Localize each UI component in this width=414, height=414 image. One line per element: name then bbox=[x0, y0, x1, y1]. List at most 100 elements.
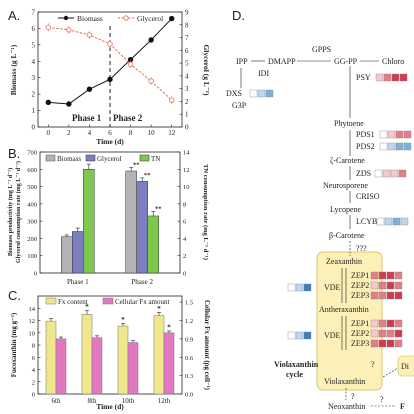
enzyme-lcyb: LCYB bbox=[356, 217, 377, 226]
node-ggpp: GG-PP bbox=[334, 57, 358, 66]
chart-a-y-tick-label: 2 bbox=[32, 91, 36, 99]
node-zeaxanthin: Zeaxanthin bbox=[326, 257, 362, 266]
chart-c-category-label: 6th bbox=[52, 397, 61, 405]
enzyme-dxs: DXS bbox=[226, 89, 242, 98]
chart-a-y-ticks: 0 1 2 3 4 5 6 7 bbox=[32, 9, 41, 132]
legend-c-fx-swatch bbox=[45, 297, 57, 305]
significance-marker: * bbox=[85, 303, 89, 311]
heatmap-zds bbox=[374, 169, 407, 178]
chart-a-phase1-label: Phase 1 bbox=[72, 113, 102, 123]
node-neurosporene: Neurosporene bbox=[323, 181, 368, 190]
heatmap-cell bbox=[394, 281, 403, 290]
chart-b-y-ticks-right: 0 2 4 6 8 10 12 14 bbox=[177, 150, 190, 278]
data-point-biomass bbox=[45, 99, 51, 106]
heatmap-cell bbox=[394, 271, 403, 280]
heatmap-cell bbox=[394, 319, 403, 328]
node-bcarotene: β-Carotene bbox=[329, 231, 365, 240]
chart-a-x-tick-label: 12 bbox=[168, 129, 176, 137]
chart-b-y-tick-label: 400 bbox=[27, 201, 37, 208]
heatmap-cell bbox=[295, 283, 304, 292]
chart-c-y-tick-label: 8 bbox=[32, 343, 35, 350]
heatmap-zep2-b bbox=[370, 329, 403, 338]
chart-b-y-tick-label-right: 6 bbox=[183, 219, 187, 226]
chart-c-category-label: 10th bbox=[122, 397, 135, 405]
heatmap-cell bbox=[395, 130, 404, 139]
chart-a-y-tick-label: 4 bbox=[32, 58, 36, 66]
chart-a-x-tick-label: 2 bbox=[67, 129, 71, 137]
enzyme-pds2: PDS2 bbox=[356, 142, 375, 151]
heatmap-cell bbox=[386, 291, 395, 300]
chart-a-y-tick-label-right: 7 bbox=[185, 34, 189, 42]
heatmap-zep1-b bbox=[370, 319, 403, 328]
bar-fx-content bbox=[153, 315, 165, 395]
chart-c-y-label: Fucoxanthin (mg g⁻¹) bbox=[10, 312, 18, 377]
cycle-label-2: cycle bbox=[286, 370, 303, 379]
chart-c-y-tick-label-right: 1.2 bbox=[185, 318, 193, 325]
chart-a-y-tick-label: 5 bbox=[32, 41, 36, 49]
chart-a-y-tick-label-right: 5 bbox=[185, 60, 189, 68]
heatmap-cell bbox=[386, 271, 395, 280]
significance-marker: * bbox=[121, 316, 125, 324]
enzyme-idi: IDI bbox=[258, 69, 269, 78]
chart-c-y-tick-label: 0 bbox=[32, 392, 35, 399]
heatmap-zep3-a bbox=[370, 291, 403, 300]
significance-marker: * bbox=[157, 305, 161, 313]
bar-fx-content bbox=[81, 314, 93, 395]
heatmap-cell bbox=[257, 89, 266, 98]
legend-glycerol-label: Glycerol bbox=[137, 14, 163, 23]
chart-c-y-tick-label: 14 bbox=[29, 306, 36, 313]
label-q2: ? bbox=[351, 392, 355, 401]
enzyme-zep3-b: ZEP3 bbox=[351, 339, 369, 348]
heatmap-cell bbox=[386, 329, 395, 338]
heatmap-cell bbox=[378, 329, 387, 338]
heatmap-cell bbox=[303, 331, 312, 340]
heatmap-cell bbox=[295, 331, 304, 340]
chart-a-series bbox=[45, 15, 175, 107]
chart-c-y-tick-label-right: 0.0 bbox=[185, 392, 193, 399]
chart-b-y-tick-label-right: 10 bbox=[183, 184, 190, 191]
chart-b-y-label-right: TN consumption rate (mg L⁻¹ d⁻¹) bbox=[202, 164, 209, 260]
chart-a-x-tick-label: 6 bbox=[108, 129, 112, 137]
enzyme-zep3-a: ZEP3 bbox=[351, 291, 369, 300]
chart-a-y-tick-label-right: 3 bbox=[185, 85, 189, 93]
legend-b-tn-label: TN bbox=[151, 155, 160, 163]
significance-marker: * bbox=[167, 323, 171, 331]
data-point-glycerol bbox=[169, 97, 175, 103]
chart-b-categories: Phase 1 Phase 2 bbox=[67, 278, 153, 286]
panel-label-a: A. bbox=[8, 8, 20, 23]
chart-a-y-label: Biomass (g L⁻¹) bbox=[9, 44, 18, 95]
bar-cellular-fx-amount bbox=[127, 342, 139, 395]
chart-b-y-tick-label: 300 bbox=[27, 219, 37, 226]
chart-b-y-tick-label-right: 8 bbox=[183, 201, 186, 208]
data-point-biomass bbox=[148, 37, 154, 43]
heatmap-dxs bbox=[249, 89, 274, 98]
heatmap-cell bbox=[265, 89, 274, 98]
chart-b-bars: ** ** ** bbox=[61, 162, 161, 274]
heatmap-cell bbox=[386, 339, 395, 348]
chart-a-y-label-right: Glycerol (g L⁻¹) bbox=[202, 44, 211, 96]
data-point-glycerol bbox=[127, 61, 134, 68]
heatmap-cell bbox=[378, 271, 387, 280]
legend-b-biomass-label: Biomass bbox=[57, 155, 81, 163]
heatmap-cell bbox=[387, 130, 396, 139]
panel-label-c: C. bbox=[8, 288, 21, 303]
pathway-diagram: IPP DMAPP GG-PP Chloro GPPS IDI DXS G3P … bbox=[226, 45, 414, 411]
chart-c-y-tick-label: 12 bbox=[29, 318, 36, 325]
chart-a-x-tick-label: 10 bbox=[148, 129, 156, 137]
chart-a-y-tick-label: 3 bbox=[32, 74, 36, 82]
data-point-glycerol bbox=[107, 41, 113, 47]
bar-cellular-fx-amount bbox=[55, 338, 67, 395]
chart-a-x-label: Time (d) bbox=[96, 137, 124, 146]
chart-c-category-label: 8th bbox=[88, 397, 97, 405]
enzyme-gpps: GPPS bbox=[312, 45, 331, 54]
bar-fx-content bbox=[45, 320, 57, 395]
heatmap-cell bbox=[386, 319, 395, 328]
chart-c-y-tick-label-right: 0.6 bbox=[185, 355, 194, 362]
chart-a-x-tick-label: 4 bbox=[88, 129, 92, 137]
bar-tn bbox=[147, 215, 159, 274]
heatmap-cell bbox=[379, 130, 388, 139]
chart-c-y-tick-label: 2 bbox=[32, 379, 35, 386]
